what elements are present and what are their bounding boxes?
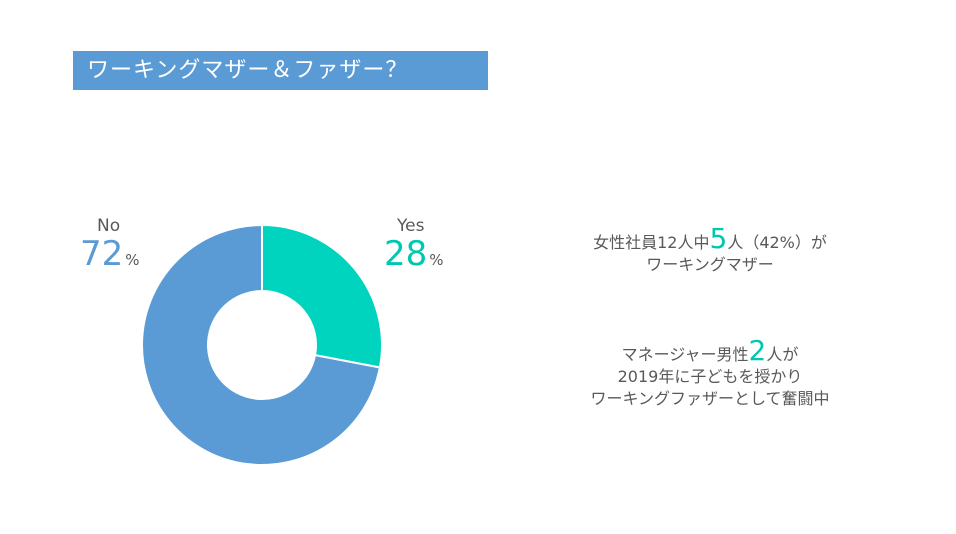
label-yes-value: 28	[384, 234, 428, 274]
note2-line2: 2019年に子どもを授かり	[617, 367, 803, 386]
label-no: No 72%	[80, 216, 140, 272]
label-no-value: 72	[80, 234, 124, 274]
label-yes-percent: %	[429, 251, 444, 269]
note2-line3: ワーキングファザーとして奮闘中	[590, 389, 830, 408]
note1-line1: 女性社員12人中5人（42%）が	[530, 225, 890, 254]
note-working-mothers: 女性社員12人中5人（42%）が ワーキングマザー	[530, 225, 890, 276]
label-no-name: No	[97, 216, 121, 236]
slice-yes	[261, 223, 383, 369]
note2-highlight: 2	[748, 334, 767, 367]
note2-before: マネージャー男性	[621, 345, 749, 364]
label-yes: Yes 28%	[384, 216, 444, 272]
page-title: ワーキングマザー＆ファザー？	[73, 51, 488, 90]
label-yes-name: Yes	[397, 216, 425, 236]
label-no-percent: %	[125, 251, 140, 269]
note2-line1: マネージャー男性2人が	[530, 337, 890, 366]
note1-highlight: 5	[709, 222, 728, 255]
note1-before: 女性社員12人中	[593, 233, 710, 252]
note-working-fathers: マネージャー男性2人が 2019年に子どもを授かり ワーキングファザーとして奮闘…	[530, 337, 890, 410]
note2-after: 人が	[766, 345, 799, 364]
note1-after: 人（42%）が	[727, 233, 827, 252]
slice-no	[141, 223, 382, 466]
note1-line2: ワーキングマザー	[646, 255, 774, 274]
